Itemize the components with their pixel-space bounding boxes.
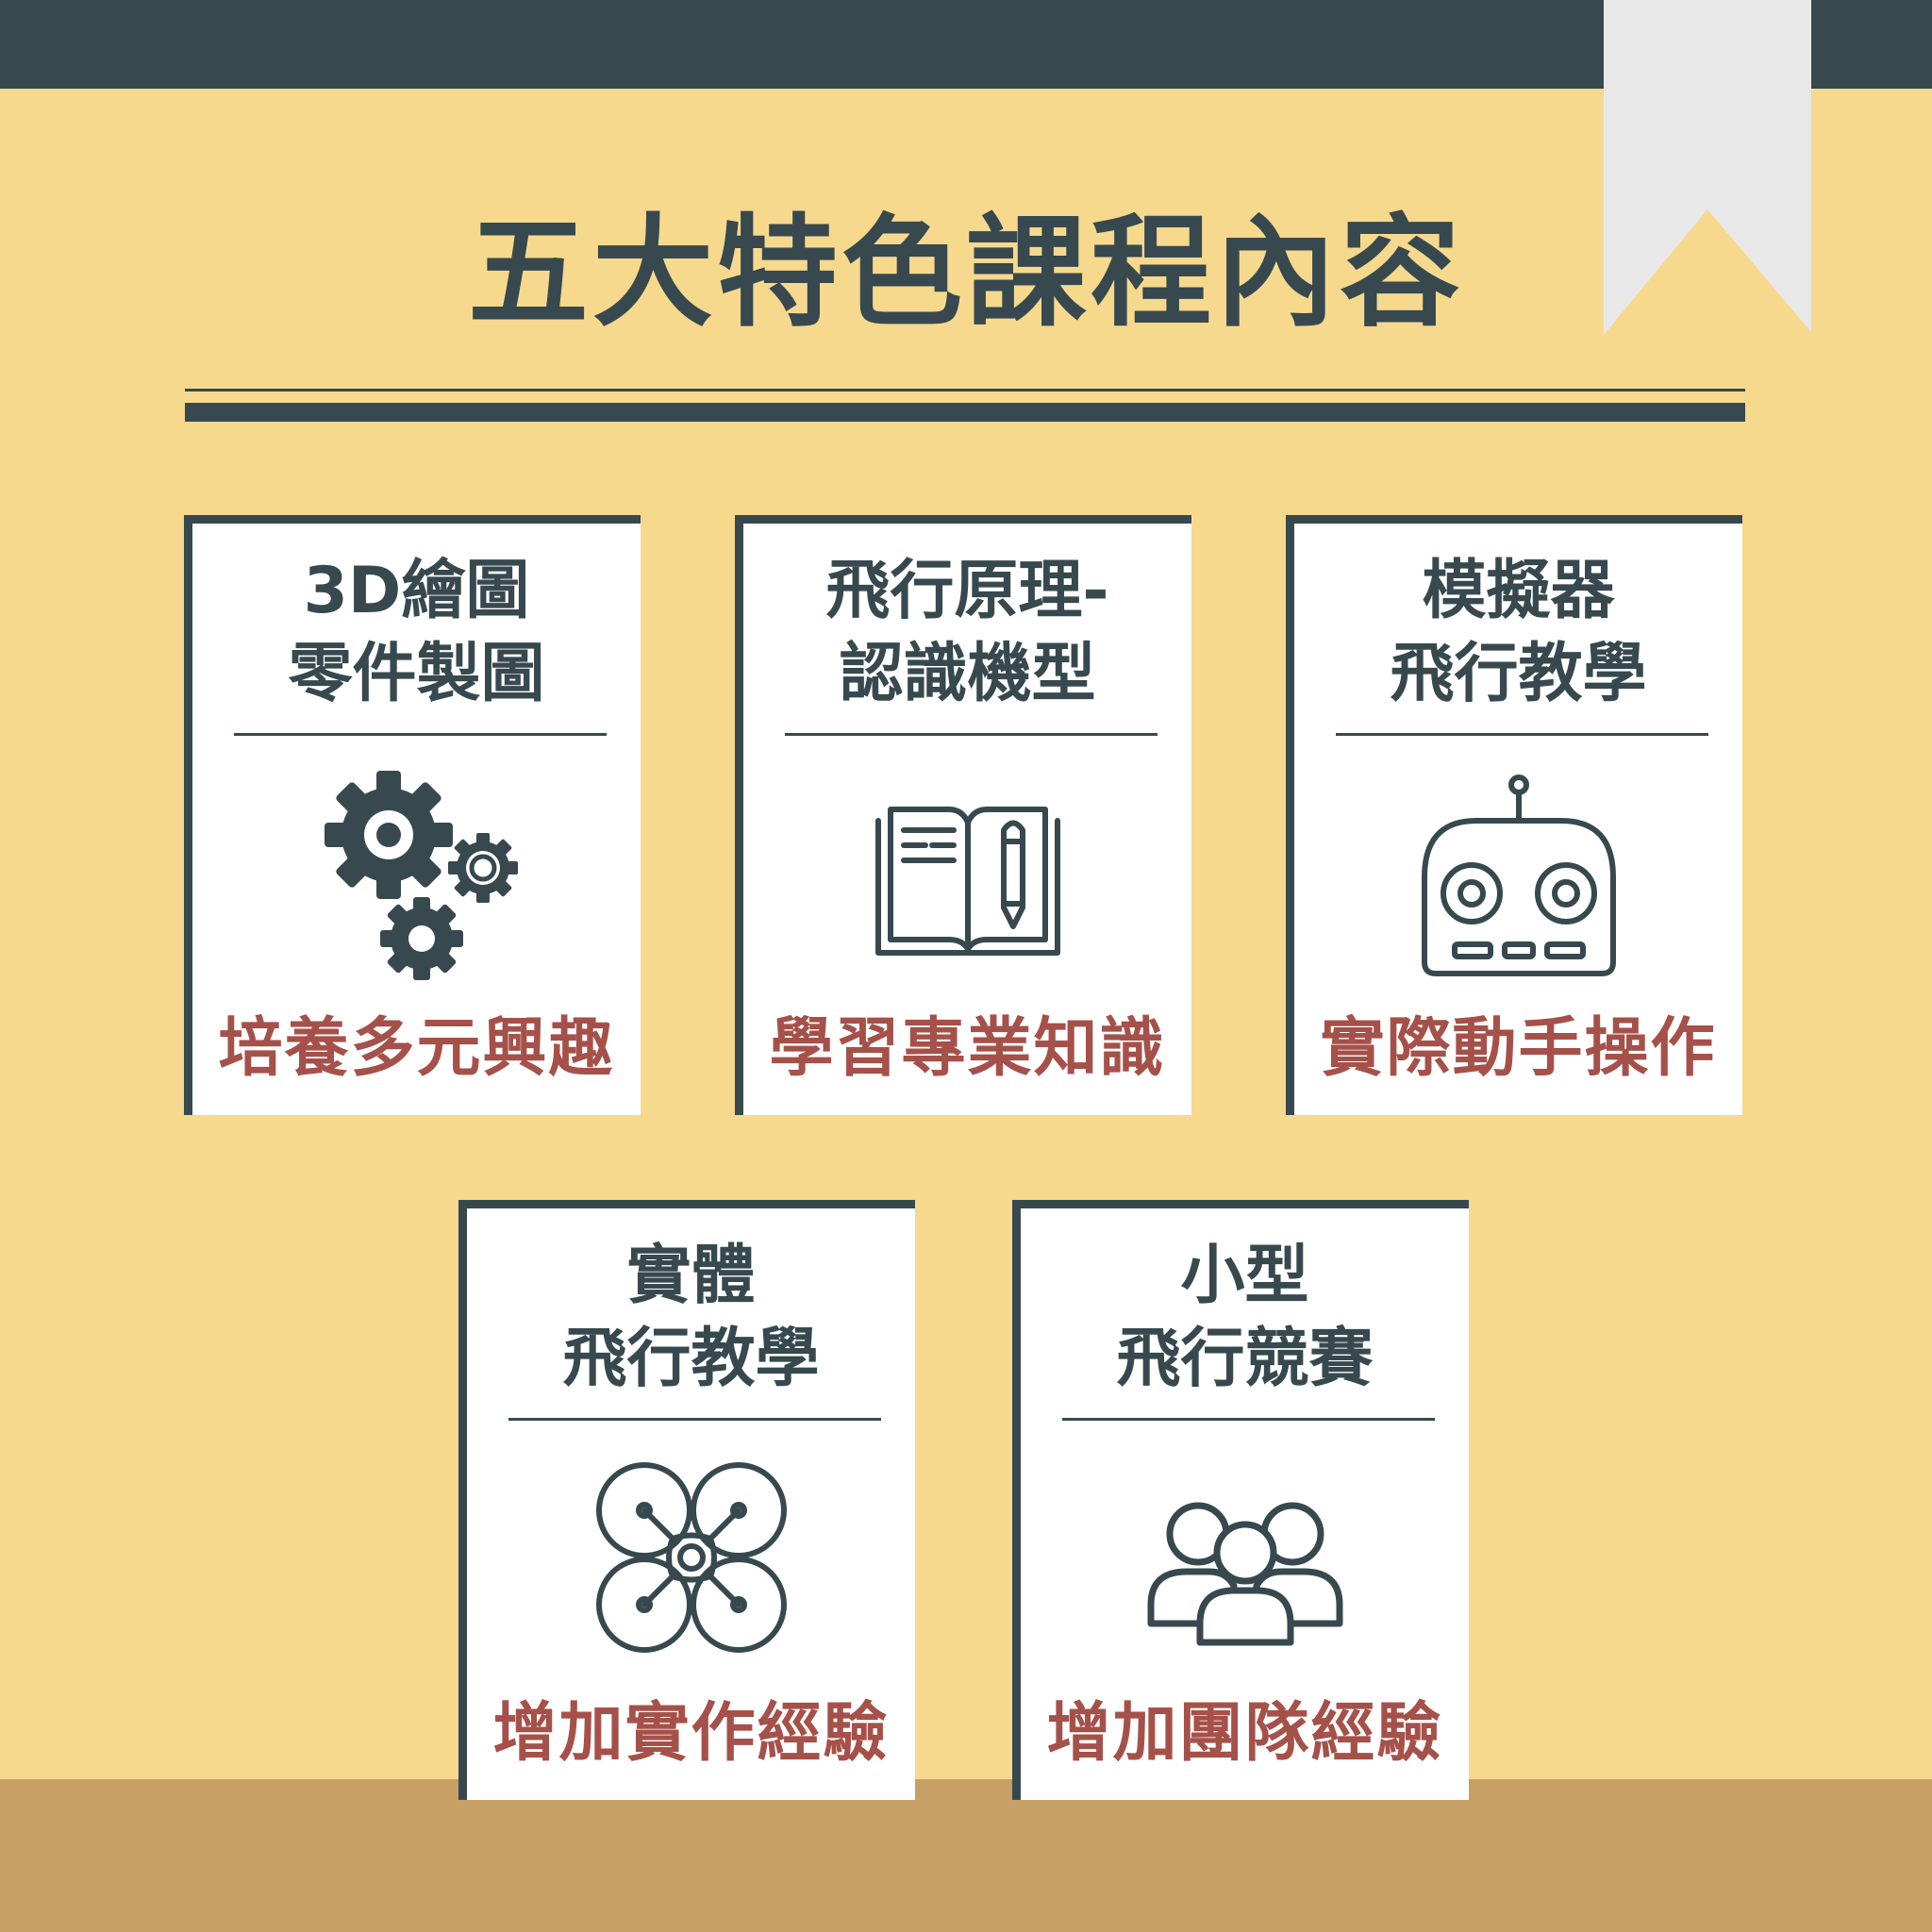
card-title-line2: 飛行競賽 [1116, 1322, 1374, 1396]
card-footer: 實際動手操作 [1320, 1011, 1717, 1086]
card-title: 模擬器 飛行教學 [1294, 550, 1742, 716]
card-footer: 增加團隊經驗 [1046, 1696, 1443, 1771]
card-title: 飛行原理- 認識機型 [743, 550, 1191, 716]
card-title-line2: 零件製圖 [288, 637, 545, 711]
course-card-3d-drawing: 3D繪圖 零件製圖 [184, 515, 641, 1115]
card-title-line1: 飛行原理- [825, 554, 1109, 628]
bookmark-ribbon-icon [1604, 0, 1811, 335]
card-divider [234, 733, 607, 736]
gears-icon [324, 771, 518, 980]
course-card-flight-principles: 飛行原理- 認識機型 學習專業知識 [735, 515, 1191, 1115]
card-title-line1: 實體 [626, 1239, 756, 1313]
remote-controller-icon [1421, 774, 1616, 976]
course-card-competition: 小型 飛行競賽 增加團隊經驗 [1012, 1200, 1469, 1800]
title-divider-thin [185, 389, 1745, 391]
card-title-line2: 認識機型 [839, 637, 1096, 711]
card-title-line1: 3D繪圖 [303, 554, 530, 628]
bottom-band [0, 1779, 1932, 1932]
card-footer: 學習專業知識 [769, 1011, 1166, 1086]
card-divider [508, 1418, 881, 1421]
card-title: 小型 飛行競賽 [1021, 1235, 1469, 1401]
card-divider [785, 733, 1158, 736]
page-title: 五大特色課程內容 [467, 203, 1464, 343]
card-footer: 培養多元興趣 [218, 1011, 615, 1086]
card-divider [1336, 733, 1708, 736]
card-title-line1: 模擬器 [1422, 554, 1615, 628]
card-divider [1062, 1418, 1435, 1421]
title-divider-thick [185, 403, 1745, 422]
card-title: 實體 飛行教學 [467, 1235, 915, 1401]
card-title: 3D繪圖 零件製圖 [192, 550, 641, 716]
team-icon [1147, 1502, 1342, 1646]
card-footer: 增加實作經驗 [492, 1696, 890, 1771]
course-card-simulator: 模擬器 飛行教學 實際動手操作 [1286, 515, 1742, 1115]
card-title-line2: 飛行教學 [562, 1322, 820, 1396]
card-title-line1: 小型 [1180, 1239, 1309, 1313]
book-pencil-icon [874, 807, 1060, 956]
course-card-real-flight: 實體 飛行教學 增加實作經驗 [458, 1200, 915, 1800]
drone-icon [595, 1462, 787, 1653]
card-title-line2: 飛行教學 [1390, 637, 1647, 711]
